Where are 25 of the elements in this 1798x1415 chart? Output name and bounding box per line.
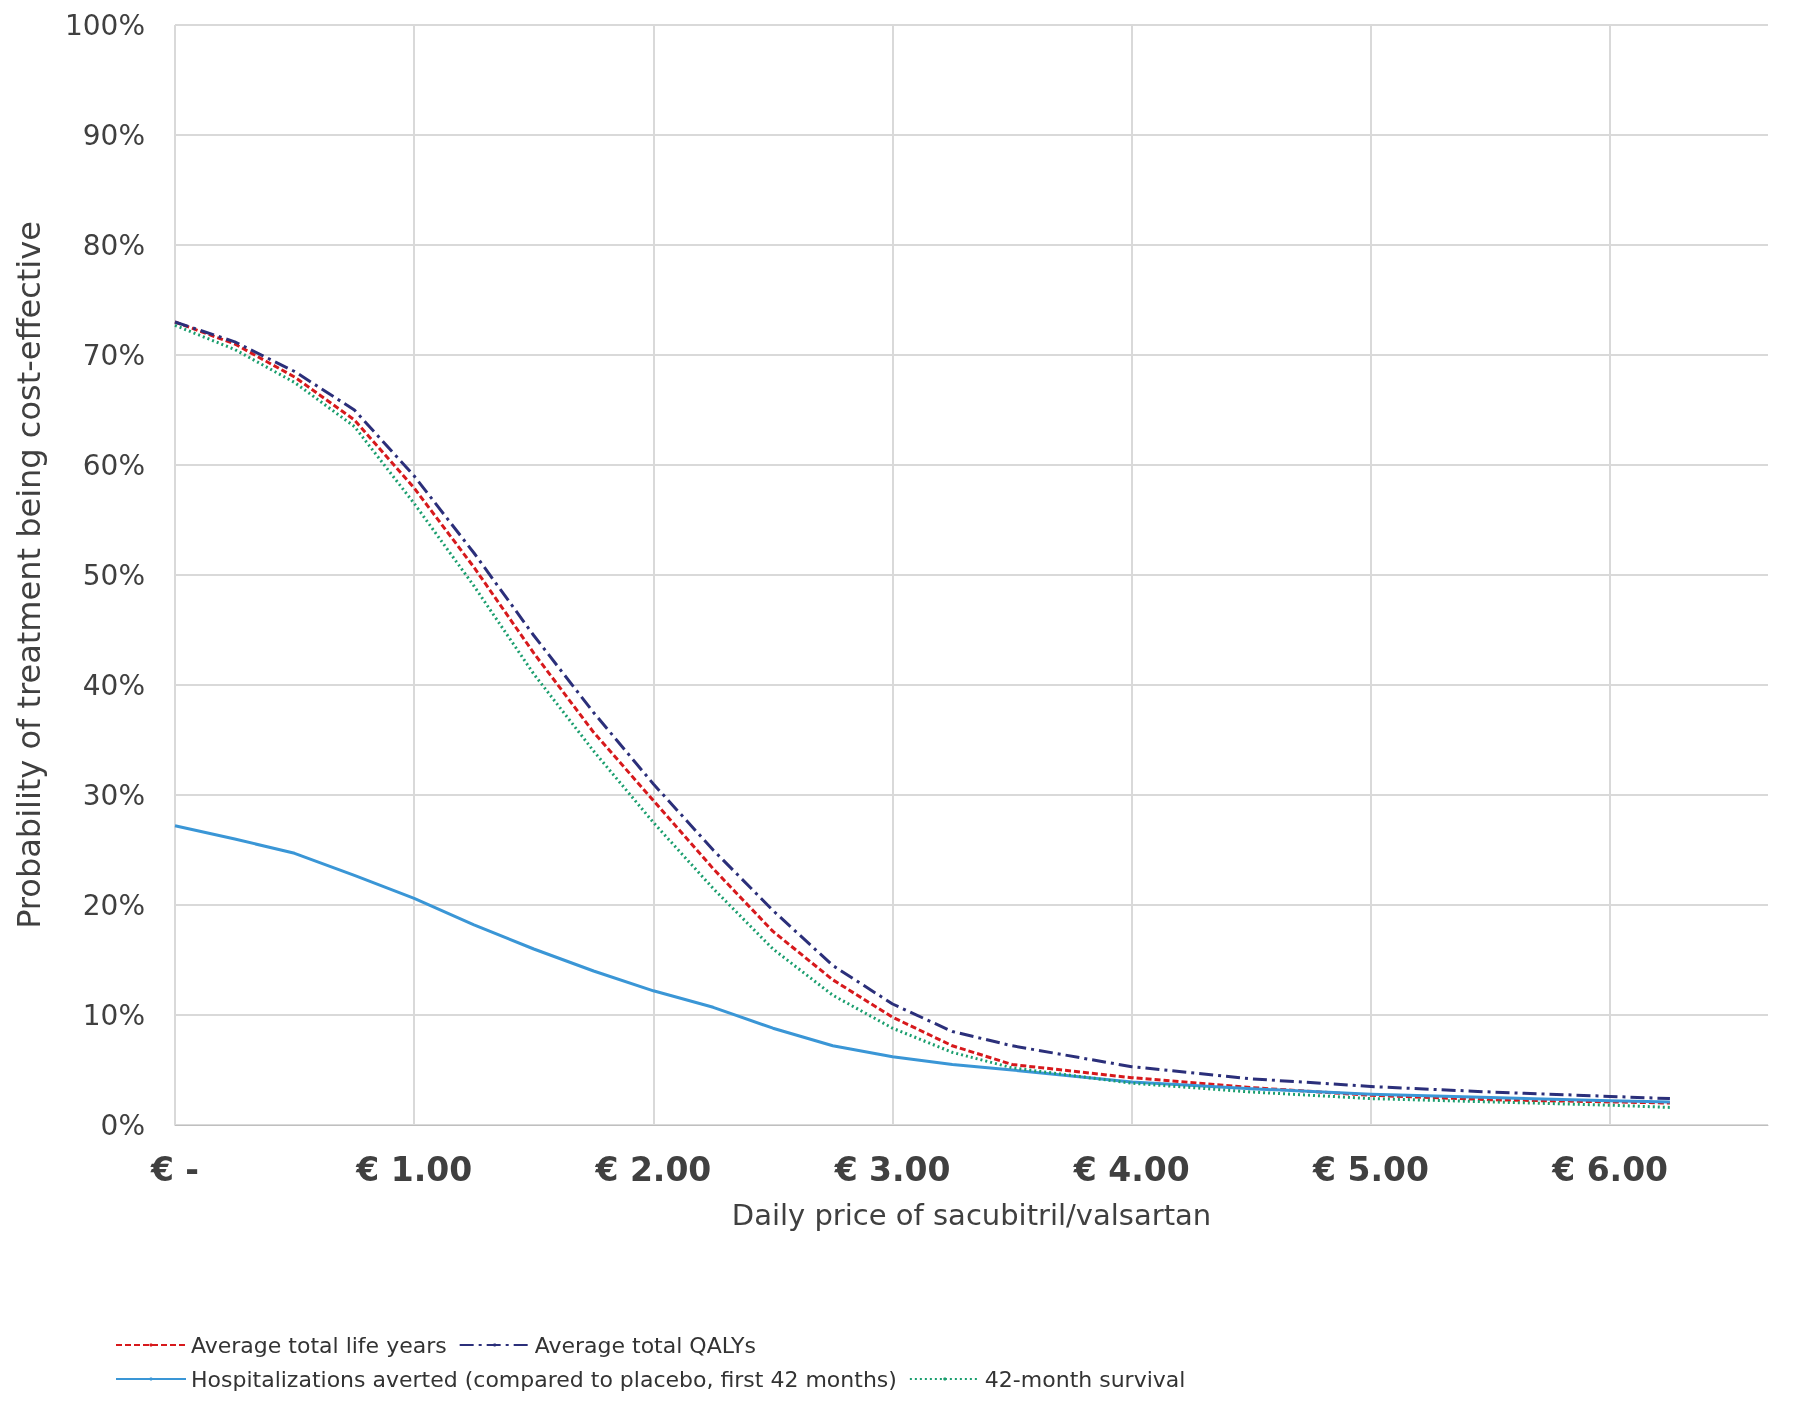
y-axis-title: Probability of treatment being cost-effective (10, 221, 48, 929)
x-tick-label: € 5.00 (1312, 1150, 1429, 1189)
y-tick-label: 30% (82, 778, 145, 812)
y-tick-label: 40% (82, 668, 145, 702)
x-tick-label: € 4.00 (1072, 1150, 1190, 1189)
x-axis-title: Daily price of sacubitril/valsartan (731, 1197, 1212, 1232)
legend-label: Hospitalizations averted (compared to placebo, first 42 months) (191, 1366, 897, 1392)
y-tick-label: 60% (82, 448, 145, 482)
y-tick-label: 10% (82, 998, 145, 1032)
legend-label: 42-month survival (984, 1366, 1186, 1392)
x-tick-label: € 1.00 (355, 1150, 473, 1189)
y-tick-label: 20% (82, 888, 145, 922)
line-series (173, 824, 1672, 1104)
legend-label: Average total QALYs (534, 1332, 756, 1358)
legend-label: Average total life years (191, 1332, 447, 1358)
y-tick-label: 0% (100, 1108, 145, 1142)
y-tick-label: 90% (82, 118, 145, 152)
x-tick-label: € 2.00 (594, 1150, 712, 1189)
x-tick-label: € 3.00 (833, 1150, 951, 1189)
y-tick-label: 80% (82, 228, 145, 262)
x-tick-label: € - (149, 1150, 200, 1189)
y-tick-label: 50% (82, 558, 145, 592)
x-tick-label: € 6.00 (1551, 1150, 1669, 1189)
y-tick-label: 100% (64, 8, 145, 42)
y-tick-label: 70% (82, 338, 145, 372)
